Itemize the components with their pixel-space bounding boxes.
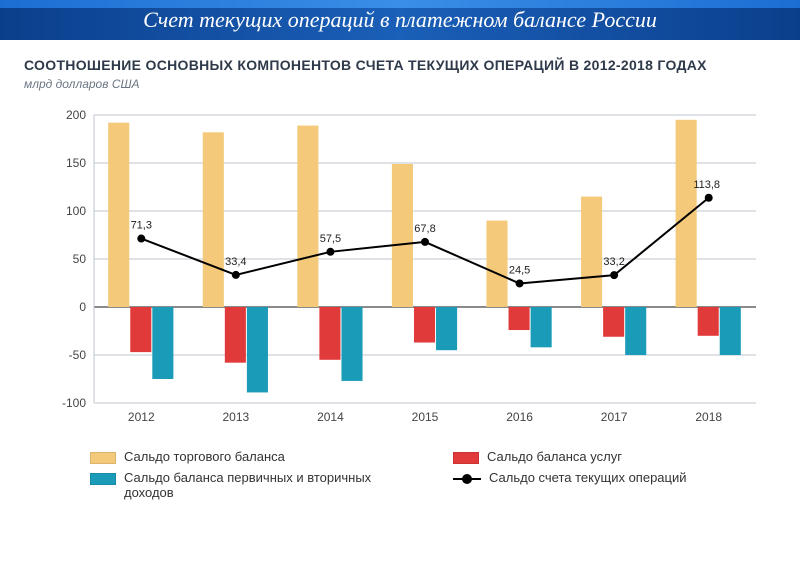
line-value-label: 24,5 [509,264,530,276]
page-banner: Счет текущих операций в платежном баланс… [0,0,800,40]
bar-income [152,307,173,379]
line-value-label: 113,8 [693,179,720,191]
line-marker [610,271,618,279]
chart-title: СООТНОШЕНИЕ ОСНОВНЫХ КОМПОНЕНТОВ СЧЕТА Т… [24,56,776,75]
line-value-label: 33,4 [225,256,246,268]
content-area: СООТНОШЕНИЕ ОСНОВНЫХ КОМПОНЕНТОВ СЧЕТА Т… [0,40,800,439]
line-marker [421,238,429,246]
svg-text:2014: 2014 [317,410,344,424]
svg-text:150: 150 [66,156,86,170]
bar-trade [203,132,224,307]
legend-label-services: Сальдо баланса услуг [487,449,622,464]
line-marker [705,194,713,202]
line-value-label: 71,3 [131,219,152,231]
svg-text:2013: 2013 [223,410,250,424]
legend-item-line: Сальдо счета текущих операций [453,470,776,500]
bar-trade [392,164,413,307]
svg-text:0: 0 [79,300,86,314]
line-swatch [453,472,481,486]
chart-subtitle: млрд долларов США [24,77,776,91]
bar-income [720,307,741,355]
bar-income [625,307,646,355]
legend-item-trade: Сальдо торгового баланса [90,449,413,464]
legend-label-trade: Сальдо торгового баланса [124,449,285,464]
banner-title: Счет текущих операций в платежном баланс… [143,7,657,33]
svg-text:2016: 2016 [506,410,533,424]
bar-income [247,307,268,392]
bar-services [414,307,435,343]
svg-text:2017: 2017 [601,410,628,424]
bar-services [509,307,530,330]
svg-text:2015: 2015 [412,410,439,424]
services-swatch [453,452,479,464]
bar-income [531,307,552,347]
bar-trade [108,123,129,307]
line-marker [137,234,145,242]
chart-container: -100 -50 0 50 100 150 200 2012 2013 2014 2015 2016 2… [24,101,776,431]
bar-services [130,307,151,352]
legend-item-services: Сальдо баланса услуг [453,449,776,464]
legend-label-line: Сальдо счета текущих операций [489,470,687,485]
svg-text:-50: -50 [69,348,87,362]
line-marker [326,248,334,256]
bar-trade [486,220,507,306]
bar-trade [676,120,697,307]
bar-services [319,307,340,360]
bar-trade [297,125,318,306]
svg-text:-100: -100 [62,396,86,410]
bar-income [436,307,457,350]
line-value-label: 57,5 [320,233,341,245]
line-value-label: 67,8 [414,223,435,235]
trade-swatch [90,452,116,464]
bar-services [698,307,719,336]
bar-services [603,307,624,337]
line-marker [232,271,240,279]
chart-svg: -100 -50 0 50 100 150 200 2012 2013 2014 2015 2016 2… [24,101,776,431]
legend-item-income: Сальдо баланса первичных и вторичных дох… [90,470,413,500]
bar-services [225,307,246,363]
bar-trade [581,196,602,306]
legend: Сальдо торгового баланса Сальдо баланса … [0,439,800,500]
svg-text:2018: 2018 [695,410,722,424]
svg-text:50: 50 [73,252,87,266]
svg-text:2012: 2012 [128,410,155,424]
line-marker [516,279,524,287]
svg-text:100: 100 [66,204,86,218]
svg-text:200: 200 [66,108,86,122]
income-swatch [90,473,116,485]
bar-income [341,307,362,381]
line-value-label: 33,2 [603,256,624,268]
legend-label-income: Сальдо баланса первичных и вторичных дох… [124,470,413,500]
